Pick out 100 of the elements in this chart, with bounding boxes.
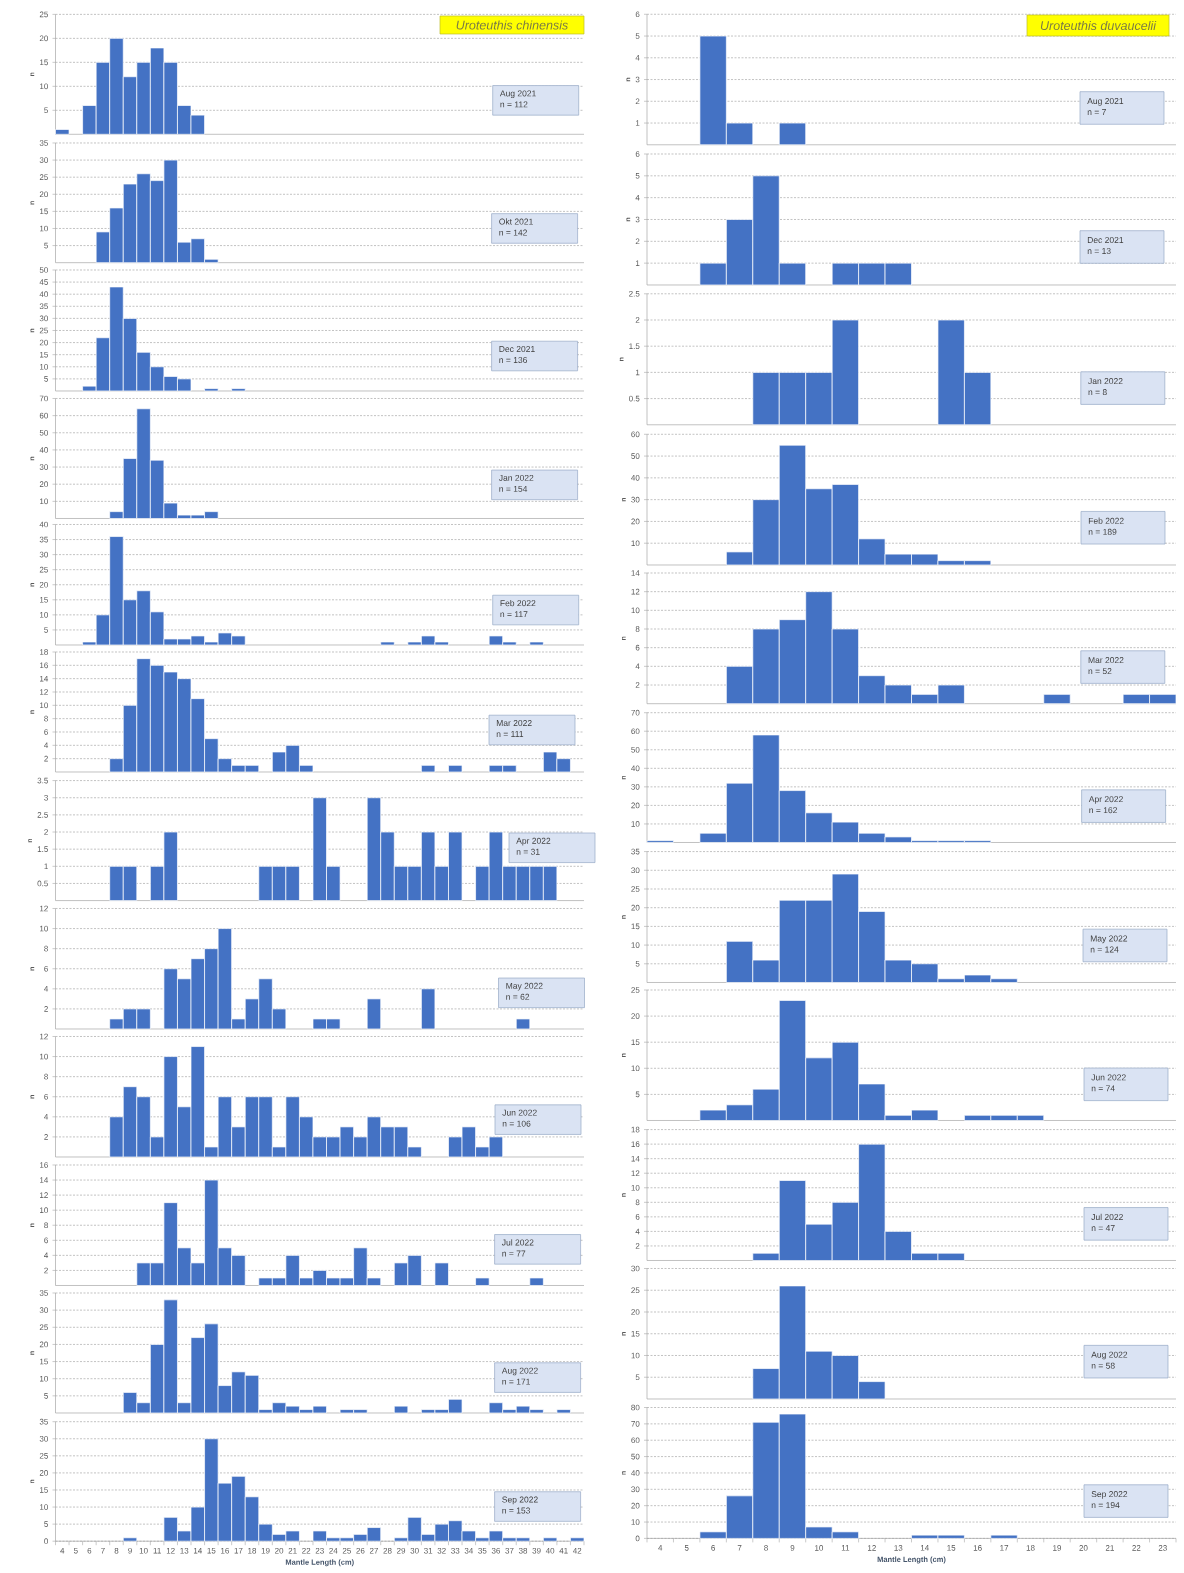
y-tick-label: 2 [635,1243,640,1249]
y-tick-label: 10 [631,540,640,547]
annotation: n = 112 [500,101,528,108]
y-tick-label: 4 [635,55,640,61]
annotation: n = 31 [516,848,540,855]
y-tick-label: 20 [39,1341,48,1348]
x-tick-label: 9 [790,1545,795,1551]
x-tick-label: 19 [261,1547,270,1554]
x-tick-label: 13 [180,1547,189,1554]
x-tick-label: 12 [867,1545,876,1551]
y-tick-label: 6 [635,1214,640,1220]
x-tick-label: 28 [383,1547,392,1554]
y-tick-label: 2 [44,829,48,835]
x-tick-label: 17 [1000,1545,1009,1551]
y-tick-label: 10 [631,942,640,948]
annotation: Jun 2022 [1091,1074,1126,1081]
bar [475,1277,490,1286]
x-tick-label: 16 [221,1547,229,1554]
y-tick-label: 30 [631,867,640,874]
x-tick-label: 5 [684,1545,689,1551]
annotation: n = 189 [1088,528,1117,535]
y-tick-label: 2 [635,238,640,245]
y-tick-label: 5 [44,1521,48,1527]
y-tick-label: 20 [631,1013,640,1019]
annotation: Dec 2021 [499,346,535,353]
y-tick-label: 20 [631,1502,640,1509]
x-tick-label: 32 [437,1547,446,1554]
x-tick-label: 10 [139,1547,148,1554]
annotation: Feb 2022 [500,599,536,607]
annotation: n = 117 [500,611,528,618]
y-tick-label: 8 [635,1199,640,1206]
y-tick-label: 15 [40,351,48,358]
y-tick-label: 14 [631,570,640,576]
y-tick-label: 35 [631,848,640,855]
bar [122,1537,138,1542]
y-tick-label: 4 [44,986,49,992]
y-tick-label: 10 [40,612,48,618]
bar [434,1262,449,1286]
annotation: n = 52 [1088,668,1112,675]
y-tick-label: 25 [39,566,48,573]
y-tick-label: 8 [44,1073,48,1080]
x-tick-label: 7 [737,1545,742,1551]
annotation: n = 47 [1091,1225,1115,1231]
bar [1043,694,1071,705]
y-tick-label: 40 [631,765,640,772]
y-tick-label: 40 [39,521,48,528]
bar [515,1018,531,1030]
y-tick-label: 30 [39,315,48,322]
y-tick-label: 5 [635,961,640,967]
y-tick-label: 2 [635,682,640,688]
annotation: Apr 2022 [1088,796,1123,804]
y-tick-label: 3 [635,216,640,223]
y-tick-label: 10 [40,1053,48,1060]
y-tick-label: 40 [39,291,48,298]
bar [990,1534,1018,1539]
x-tick-label: 12 [166,1547,175,1554]
x-tick-label: 8 [764,1545,768,1551]
x-tick-label: 8 [114,1547,119,1554]
y-tick-label: 3 [44,794,48,801]
y-tick-label: 80 [631,1404,640,1411]
y-tick-label: 12 [40,689,48,695]
y-tick-label: 40 [39,447,48,453]
y-tick-label: 30 [631,784,640,790]
y-tick-label: 30 [39,1435,48,1442]
annotation: Jul 2022 [1091,1213,1123,1220]
x-tick-label: 14 [193,1547,203,1554]
x-tick-label: 6 [87,1547,92,1554]
x-tick-label: 29 [397,1547,406,1554]
chart-title: Uroteuthis duvaucelii [1040,20,1157,31]
y-tick-label: 25 [39,327,48,334]
annotation: Sep 2022 [502,1496,538,1505]
bar [380,641,395,646]
y-tick-label: 10 [40,1207,48,1214]
y-tick-label: 70 [631,709,640,716]
y-tick-label: 25 [39,1453,48,1459]
y-tick-label: 16 [40,662,48,669]
bar [55,129,70,135]
y-tick-label: 10 [631,1065,640,1072]
annotation: Okt 2021 [499,218,533,225]
y-tick-label: 20 [39,481,48,488]
y-tick-label: 30 [631,1486,640,1493]
y-tick-label: 30 [39,157,48,163]
y-tick-label: 1 [635,120,640,126]
y-tick-label: 0 [44,1538,48,1545]
annotation: May 2022 [1090,935,1128,944]
y-tick-label: 1 [44,863,48,870]
x-tick-label: 9 [128,1547,132,1554]
annotation: n = 136 [499,357,528,364]
y-tick-label: 4 [635,1228,640,1235]
bar [231,388,246,392]
x-tick-label: 6 [711,1545,715,1551]
y-tick-label: 6 [635,644,640,651]
y-tick-label: 15 [631,1039,640,1045]
x-tick-label: 18 [1026,1545,1035,1551]
y-tick-label: 35 [39,1418,48,1425]
annotation: Mar 2022 [1088,657,1124,664]
y-tick-label: 15 [631,923,640,930]
y-tick-label: 4 [44,742,49,749]
x-tick-label: 37 [505,1547,514,1554]
annotation: n = 7 [1087,109,1106,115]
